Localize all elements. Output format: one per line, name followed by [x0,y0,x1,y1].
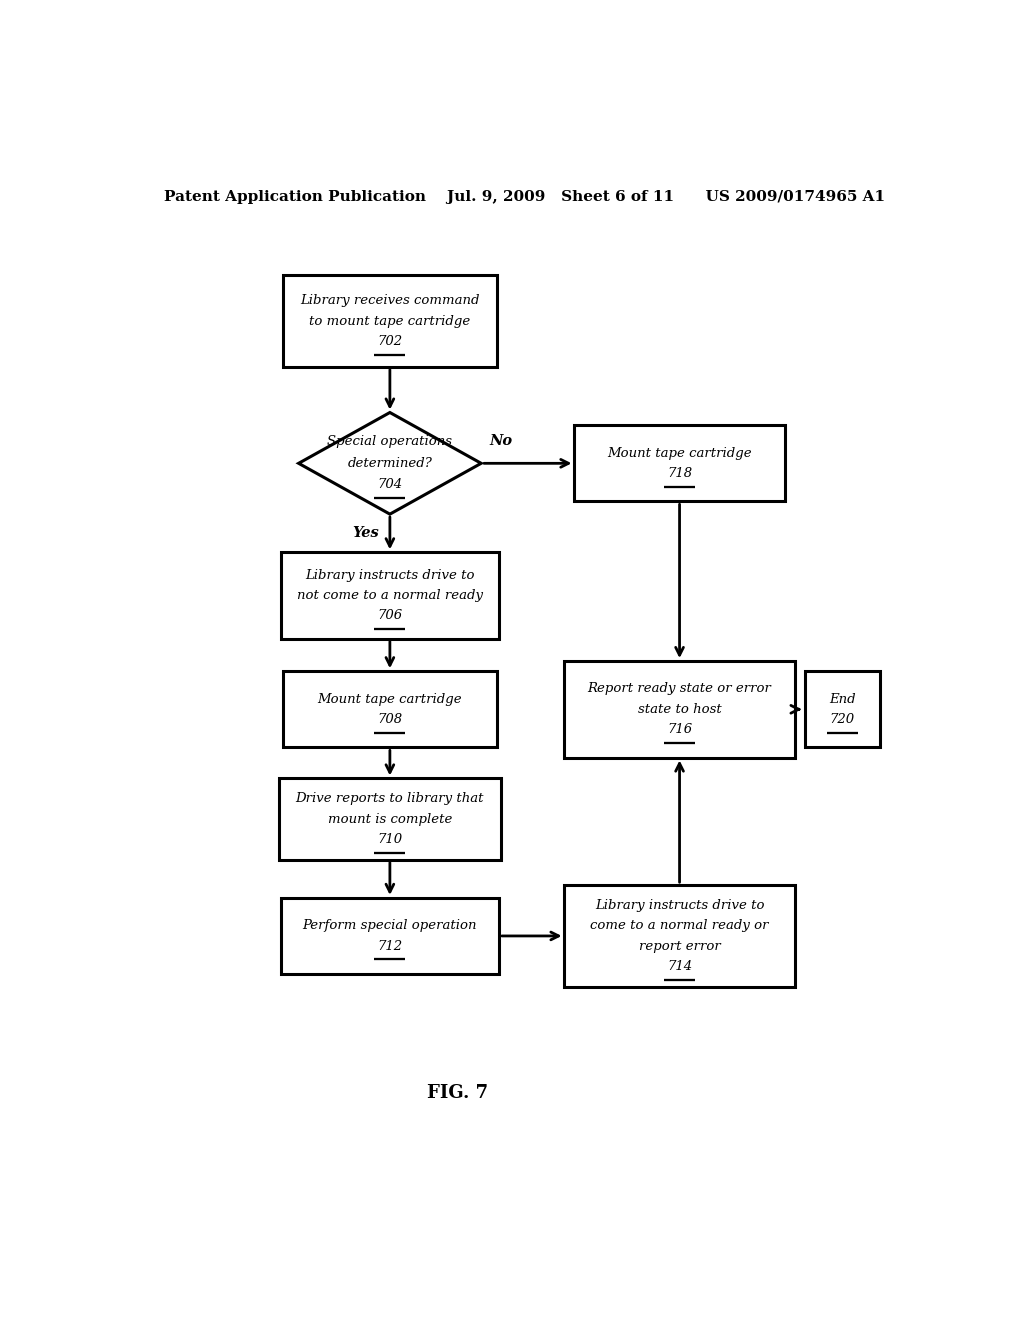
Text: report error: report error [639,940,721,953]
Text: Perform special operation: Perform special operation [303,919,477,932]
Text: 720: 720 [829,713,855,726]
Text: Library instructs drive to: Library instructs drive to [305,569,475,582]
Text: Report ready state or error: Report ready state or error [588,682,771,696]
Text: No: No [489,434,513,447]
Text: come to a normal ready or: come to a normal ready or [590,919,769,932]
Bar [564,661,795,758]
Text: 706: 706 [377,610,402,622]
Text: Library instructs drive to: Library instructs drive to [595,899,764,912]
Bar [283,276,497,367]
Text: Drive reports to library that: Drive reports to library that [296,792,484,805]
Text: Patent Application Publication    Jul. 9, 2009   Sheet 6 of 11      US 2009/0174: Patent Application Publication Jul. 9, 2… [164,190,886,205]
Text: 716: 716 [667,723,692,737]
Text: state to host: state to host [638,702,722,715]
Bar [281,552,499,639]
Text: 712: 712 [377,940,402,953]
Text: 714: 714 [667,960,692,973]
Polygon shape [299,412,481,515]
Text: 708: 708 [377,713,402,726]
Text: to mount tape cartridge: to mount tape cartridge [309,314,470,327]
Text: not come to a normal ready: not come to a normal ready [297,589,483,602]
Text: determined?: determined? [347,457,432,470]
Text: FIG. 7: FIG. 7 [427,1085,487,1102]
Bar [574,425,784,502]
Text: Mount tape cartridge: Mount tape cartridge [317,693,462,706]
Bar [281,898,499,974]
Text: 702: 702 [377,335,402,348]
Text: 718: 718 [667,467,692,480]
Text: 710: 710 [377,833,402,846]
Text: End: End [828,693,856,706]
Text: Mount tape cartridge: Mount tape cartridge [607,446,752,459]
Text: Library receives command: Library receives command [300,294,479,308]
Text: mount is complete: mount is complete [328,813,452,825]
Bar [283,671,497,747]
Bar [805,671,880,747]
Text: Special operations: Special operations [328,436,453,449]
Text: 704: 704 [377,478,402,491]
Bar [564,886,795,987]
Text: Yes: Yes [352,527,380,540]
Bar [279,779,501,859]
